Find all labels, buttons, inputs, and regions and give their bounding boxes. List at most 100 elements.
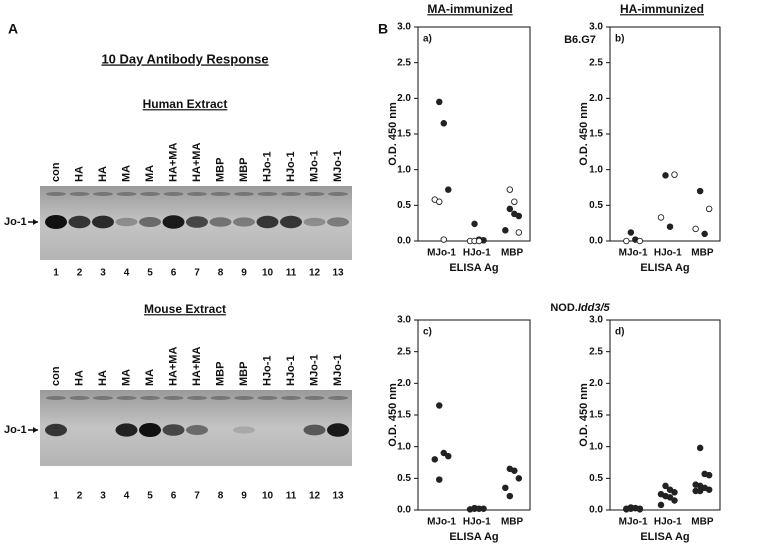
- band: [116, 192, 137, 196]
- y-tick-label: 0.5: [397, 200, 411, 211]
- y-tick-label: 0.0: [589, 236, 603, 247]
- band: [327, 217, 349, 227]
- filled-point: [431, 456, 439, 463]
- open-point: [692, 225, 699, 233]
- lane-number: 11: [286, 268, 297, 279]
- marker-label: Jo-1: [4, 424, 27, 436]
- lane-number: 7: [194, 268, 200, 279]
- filled-point: [515, 212, 523, 220]
- open-point: [705, 205, 713, 213]
- open-point: [671, 171, 678, 178]
- lane-number: 5: [147, 268, 153, 279]
- band: [304, 192, 325, 196]
- lane-label: HA+MA: [191, 347, 203, 386]
- lane-number: 10: [262, 268, 274, 279]
- lane-label: HA: [73, 370, 85, 386]
- lane-number: 8: [218, 268, 224, 279]
- panel-label: d): [615, 327, 624, 338]
- band: [69, 396, 90, 400]
- lane-number: 13: [332, 268, 344, 279]
- filled-point: [671, 489, 678, 496]
- filled-point: [662, 482, 669, 490]
- open-point: [623, 237, 630, 245]
- lane-label: con: [50, 366, 62, 386]
- lane-number: 1: [53, 268, 59, 279]
- band: [257, 396, 278, 400]
- column-header: MA-immunized: [427, 2, 512, 16]
- lane-label: HA+MA: [167, 347, 179, 386]
- lane-label: MA: [120, 165, 132, 182]
- lane-label: MJo-1: [308, 354, 320, 386]
- filled-point: [666, 223, 674, 230]
- x-tick-label: MJo-1: [619, 517, 648, 528]
- y-tick-label: 2.0: [397, 93, 411, 104]
- row-prefix: NOD.: [550, 302, 578, 314]
- lane-label: MBP: [238, 158, 250, 182]
- marker-label: Jo-1: [4, 216, 27, 228]
- filled-point: [471, 505, 478, 512]
- lane-label: HA: [97, 370, 109, 386]
- y-tick-label: 2.0: [589, 93, 603, 104]
- x-tick-label: MBP: [501, 517, 524, 528]
- marker-arrowhead: [33, 427, 38, 433]
- lane-number: 4: [124, 268, 130, 279]
- lane-number: 13: [332, 491, 344, 502]
- x-tick-label: MBP: [691, 248, 714, 259]
- band: [257, 192, 278, 196]
- y-tick-label: 3.0: [589, 315, 603, 326]
- x-tick-label: MJo-1: [427, 517, 456, 528]
- band: [139, 423, 161, 437]
- x-tick-label: MJo-1: [427, 248, 456, 259]
- lane-label: HA: [97, 166, 109, 182]
- band: [281, 192, 301, 196]
- lane-label: HA: [73, 166, 85, 182]
- lane-label: HJo-1: [261, 355, 273, 386]
- plot-frame: [417, 319, 531, 511]
- filled-point: [636, 506, 644, 513]
- band: [162, 424, 185, 436]
- plot-frame: [609, 319, 721, 511]
- filled-point: [696, 187, 704, 195]
- panel-label: b): [615, 34, 624, 45]
- band: [140, 396, 160, 400]
- lane-label: HA+MA: [191, 143, 203, 182]
- row-italic: Idd3/5: [578, 302, 611, 314]
- y-tick-label: 0.0: [397, 236, 411, 247]
- filled-point: [701, 230, 708, 238]
- filled-point: [480, 505, 487, 512]
- lane-label: HJo-1: [285, 151, 297, 182]
- lane-number: 9: [241, 268, 247, 279]
- y-axis-label: O.D. 450 nm: [578, 383, 590, 447]
- band: [187, 396, 207, 400]
- y-tick-label: 1.5: [397, 410, 411, 421]
- band: [140, 192, 160, 196]
- row-header: NOD.Idd3/5: [550, 302, 610, 314]
- band: [327, 423, 349, 437]
- filled-point: [502, 227, 509, 234]
- band: [304, 396, 325, 400]
- band: [45, 215, 67, 229]
- x-axis-label: ELISA Ag: [640, 531, 689, 543]
- lane-label: HA+MA: [167, 143, 179, 182]
- lane-label: MJo-1: [332, 354, 344, 386]
- panel-label: a): [423, 34, 432, 45]
- y-axis-label: O.D. 450 nm: [387, 102, 399, 166]
- band: [69, 192, 90, 196]
- row-prefix: B6.G7: [564, 34, 596, 46]
- blot-title: Mouse Extract: [144, 302, 226, 316]
- band: [233, 217, 255, 227]
- band: [234, 192, 254, 196]
- band: [281, 396, 301, 400]
- band: [68, 215, 91, 229]
- y-tick-label: 0.5: [397, 473, 411, 484]
- band: [45, 423, 67, 437]
- open-point: [515, 229, 523, 236]
- filled-point: [662, 172, 669, 179]
- x-tick-label: HJo-1: [463, 248, 491, 259]
- column-header: HA-immunized: [620, 2, 704, 16]
- filled-point: [511, 467, 518, 474]
- plot-frame: [609, 26, 721, 242]
- lane-number: 7: [194, 491, 200, 502]
- y-tick-label: 1.5: [589, 129, 603, 140]
- filled-point: [436, 98, 443, 106]
